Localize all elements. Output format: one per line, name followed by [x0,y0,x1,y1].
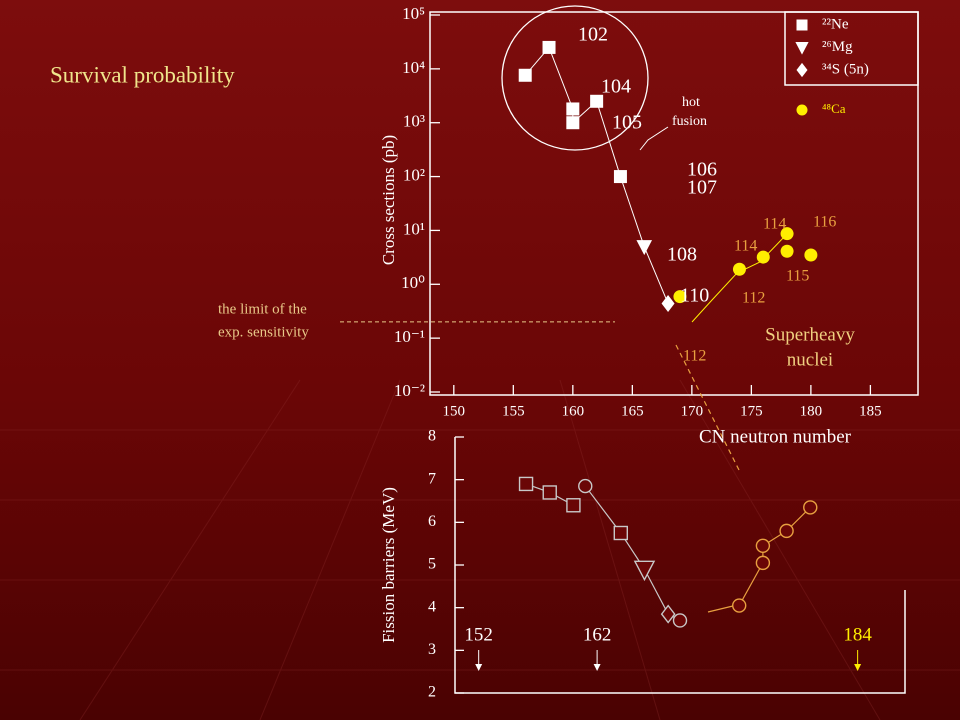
dashed-link [675,344,741,473]
marker-triangle [636,240,653,256]
marker-circle [804,248,818,262]
annotation: 104 [601,76,631,98]
y-tick-label: 2 [428,684,436,701]
annotation: fusion [672,114,707,129]
x-tick-label: 150 [443,403,466,419]
marker-triangle [795,42,809,55]
y-tick-label: 8 [428,428,436,445]
y-tick-label: 10⁰ [401,273,425,292]
marker-circle [673,290,687,304]
marker-square [566,498,581,513]
magic-number-arrow [854,664,862,671]
x-axis-label: CN neutron number [699,426,852,447]
y-tick-label: 10⁴ [402,58,425,77]
magic-number-label: 162 [583,624,612,645]
y-tick-label: 5 [428,556,436,573]
top-frame [429,11,919,396]
leader-line [639,126,669,151]
background-grid [0,379,960,720]
y-tick-label: 10³ [403,112,425,131]
x-tick-label: 185 [859,403,882,419]
marker-square [613,170,627,184]
y-tick-label: 10⁻² [394,381,425,400]
x-tick-label: 155 [502,403,525,419]
y-tick-label: 10¹ [403,219,425,238]
x-tick-label: 170 [681,403,704,419]
marker-circle [755,555,771,571]
hot-fusion-circle [501,5,649,151]
marker-square [613,525,628,541]
marker-circle [732,598,747,613]
y-tick-label: 4 [428,598,436,615]
marker-circle [780,227,794,241]
marker-square [796,19,808,31]
annotation: nuclei [787,349,833,370]
marker-diamond [661,295,675,312]
annotation: 115 [786,268,809,285]
y-axis-label: Fission barriers (MeV) [379,487,398,643]
marker-circle [779,523,794,539]
annotation: 106 [687,159,717,181]
marker-square [566,116,580,130]
annotation: 114 [763,216,786,233]
legend-label: ³⁴S (5n) [822,61,869,77]
annotation: 107 [687,177,717,199]
y-tick-label: 10⁵ [402,4,425,23]
annotation: Superheavy [765,324,855,345]
marker-circle [755,538,771,553]
x-tick-label: 160 [562,403,585,419]
marker-circle [672,613,688,628]
magic-number-label: 184 [843,624,872,645]
marker-square [518,68,532,82]
magic-number-label: 152 [464,624,493,645]
marker-diamond [660,604,676,624]
magic-number-arrow [475,664,483,671]
marker-circle [578,478,593,494]
annotation: 102 [578,24,608,46]
legend-label: ²²Ne [822,16,849,32]
marker-circle [756,250,770,264]
annotation: 105 [612,112,642,134]
marker-diamond [796,62,808,78]
x-tick-label: 180 [800,403,823,419]
marker-triangle [633,560,656,582]
marker-square [590,94,604,108]
marker-square [542,485,557,500]
marker-circle [732,262,746,276]
slide-title: Survival probability [50,62,235,87]
marker-circle [796,104,808,116]
x-tick-label: 175 [740,403,763,419]
annotation: 112 [742,290,765,307]
y-tick-label: 6 [428,513,436,530]
annotation: 114 [734,238,757,255]
annotation: 110 [680,285,709,307]
y-tick-label: 10² [403,165,425,184]
annotation: hot [682,95,700,110]
limit-label: the limit of the [218,301,307,317]
annotation: 108 [667,244,697,266]
marker-square [518,476,534,492]
marker-square [566,102,580,116]
marker-circle [803,500,818,515]
limit-label: exp. sensitivity [218,324,309,340]
legend-label: ²⁶Mg [822,39,853,55]
magic-number-arrow [593,664,601,671]
x-tick-label: 165 [621,403,644,419]
marker-square [542,40,556,54]
annotation: 116 [813,214,836,231]
y-axis-label: Cross sections (pb) [379,135,398,265]
y-tick-label: 3 [428,641,436,658]
annotation: 112 [683,348,706,365]
marker-circle [780,244,794,258]
y-tick-label: 7 [428,470,436,487]
legend-label: ⁴⁸Ca [822,101,846,116]
y-tick-label: 10⁻¹ [394,327,425,346]
legend-box [784,11,919,86]
